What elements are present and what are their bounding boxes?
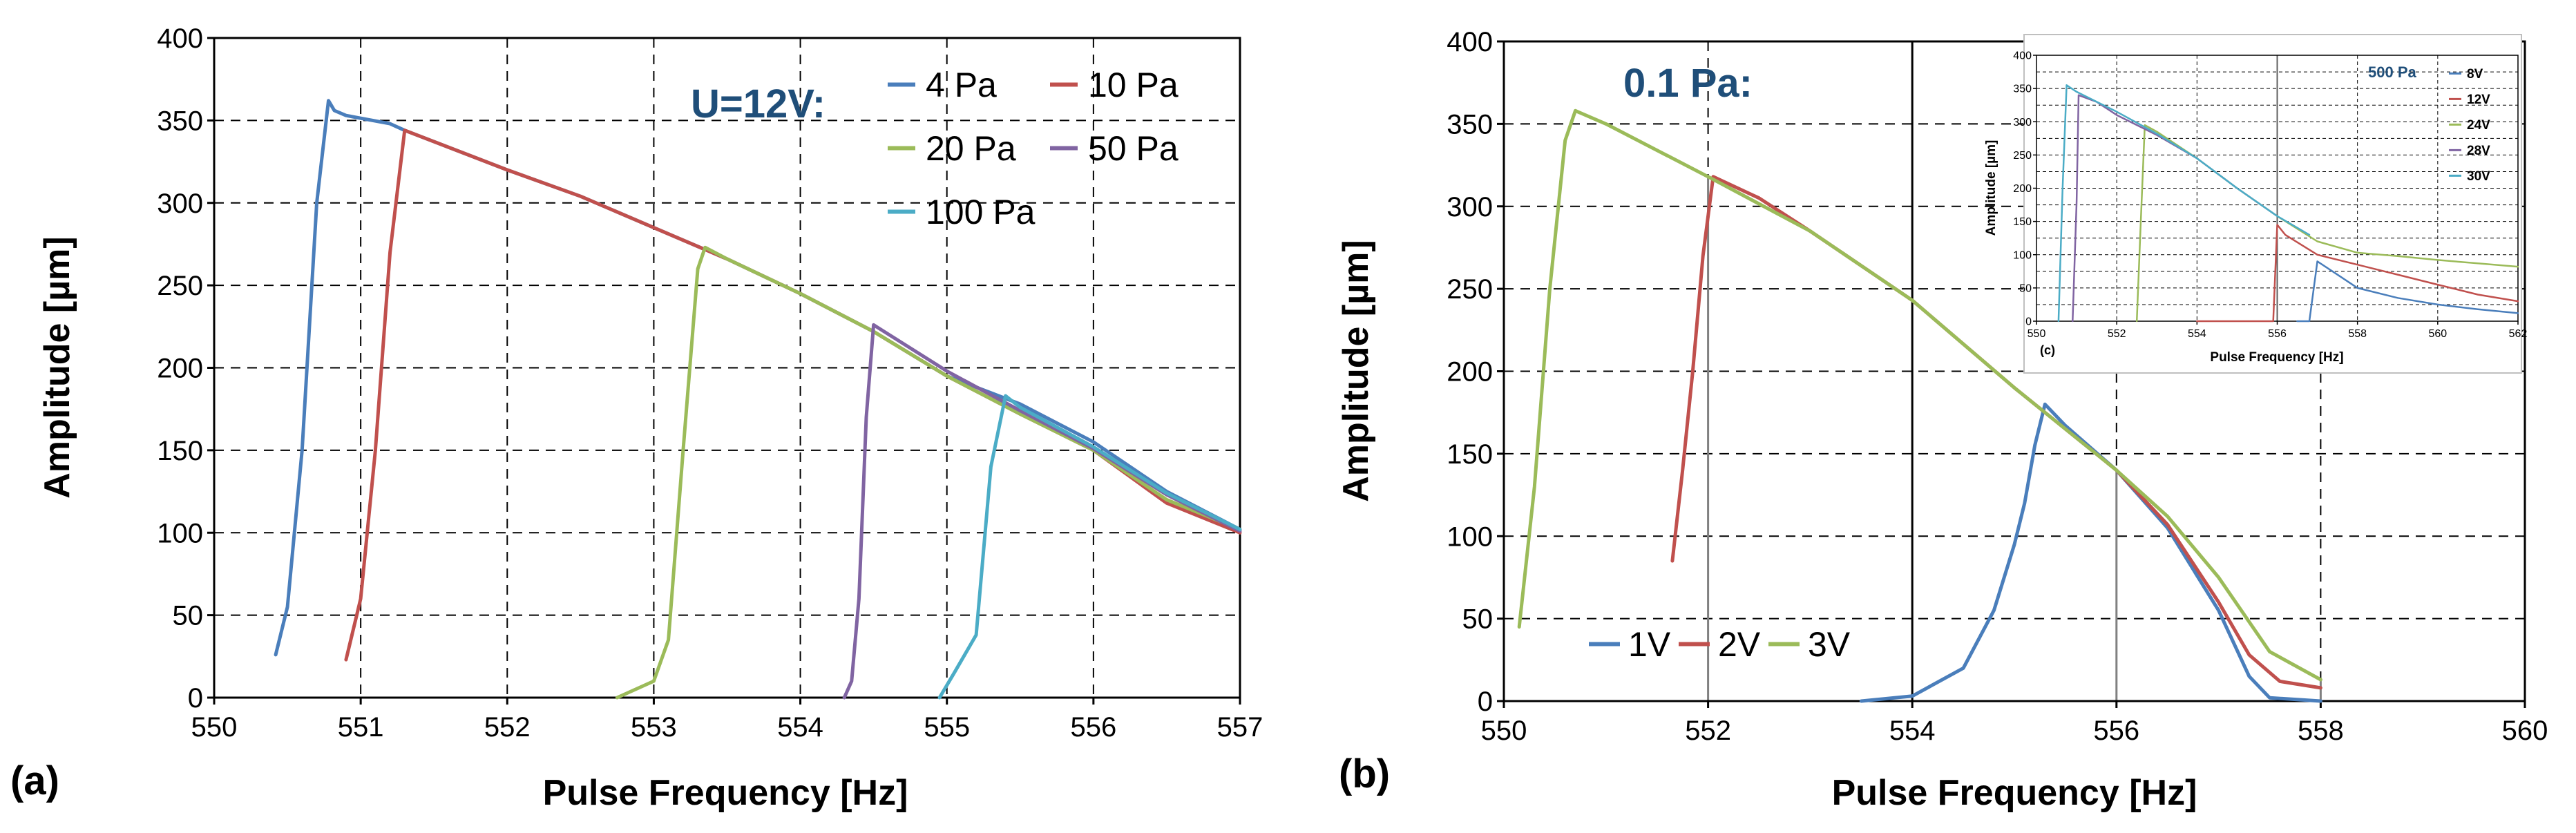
y-tick-label: 0 [2025, 316, 2032, 328]
y-tick-label: 250 [157, 271, 203, 301]
y-axis-label: Amplitude [µm] [1336, 240, 1376, 502]
chart-c-inset: 0 50 100 150 200 250 300 350 400 550 552 554 556 558 5… [1984, 34, 2528, 374]
x-tick-label: 554 [777, 712, 823, 743]
x-tick-label: 552 [484, 712, 531, 743]
legend-label: 50 Pa [1088, 129, 1179, 168]
inset-frame [2023, 34, 2522, 374]
chart-a: 0 50 100 150 200 250 300 350 400 550 551 552 553 554 5… [10, 23, 1263, 813]
y-tick-label: 150 [1447, 439, 1493, 470]
y-tick-label: 0 [1478, 687, 1493, 717]
y-axis-label: Amplitude [µm] [37, 236, 77, 499]
x-tick-label: 554 [2188, 328, 2206, 340]
y-tick-label: 350 [1447, 109, 1493, 140]
x-tick-label: 562 [2509, 328, 2528, 340]
series-line-8v [2296, 260, 2519, 323]
legend-label: 10 Pa [1088, 66, 1179, 104]
legend-label: 100 Pa [926, 193, 1036, 231]
x-tick-label: 558 [2348, 328, 2367, 340]
legend-label: 20 Pa [926, 129, 1016, 168]
series-line-1v [1859, 402, 2322, 703]
y-tick-label: 50 [173, 601, 204, 631]
plot-area [213, 37, 1241, 699]
chart-annotation: 0.1 Pa: [1623, 61, 1753, 106]
series-line-20-pa [615, 245, 1242, 700]
legend-label: 3V [1808, 625, 1851, 664]
panel-label: (b) [1339, 751, 1390, 796]
series-line-10-pa [344, 128, 1242, 662]
y-tick-label: 150 [157, 436, 203, 466]
legend-label: 1V [1628, 625, 1671, 664]
x-tick-label: 560 [2502, 716, 2548, 746]
y-tick-label: 100 [1447, 521, 1493, 552]
x-tick-label: 556 [1070, 712, 1116, 743]
legend-label: 12V [2467, 93, 2490, 107]
y-tick-label: 50 [2019, 283, 2032, 294]
y-tick-label: 150 [2013, 216, 2032, 228]
legend-label: 28V [2467, 144, 2490, 158]
y-tick-label: 100 [2013, 249, 2032, 261]
y-tick-label: 200 [2013, 183, 2032, 195]
y-tick-label: 300 [157, 189, 203, 219]
x-tick-label: 553 [631, 712, 677, 743]
x-tick-label: 554 [1889, 716, 1936, 746]
y-tick-label: 0 [188, 683, 203, 714]
legend-label: 4 Pa [926, 66, 997, 104]
x-tick-label: 555 [924, 712, 970, 743]
x-tick-label: 551 [338, 712, 384, 743]
y-axis-label: Amplitude [µm] [1984, 140, 1998, 236]
x-tick-label: 556 [2093, 716, 2139, 746]
x-tick-label: 550 [2028, 328, 2046, 340]
y-tick-label: 200 [157, 354, 203, 384]
x-tick-label: 550 [191, 712, 238, 743]
legend-label: 8V [2467, 67, 2483, 82]
legend-label: 30V [2467, 169, 2490, 184]
series-line-50-pa [842, 323, 1242, 700]
series-line-100-pa [937, 394, 1242, 700]
x-axis-label: Pulse Frequency [Hz] [543, 773, 908, 813]
y-tick-label: 50 [1462, 604, 1494, 635]
series-line-4-pa [274, 99, 1242, 657]
y-tick-label: 400 [1447, 27, 1493, 57]
x-tick-label: 556 [2268, 328, 2287, 340]
y-tick-label: 200 [1447, 357, 1493, 387]
plot-area [1502, 40, 2526, 702]
legend-label: 24V [2467, 118, 2490, 133]
x-tick-label: 557 [1217, 712, 1263, 743]
x-tick-label: 560 [2428, 328, 2447, 340]
legend-label: 2V [1718, 625, 1761, 664]
series-line-12v [2196, 224, 2519, 323]
x-axis-label: Pulse Frequency [Hz] [2210, 350, 2343, 365]
chart-b: 0 50 100 150 200 250 300 350 400 550 552 554 556 558 5… [1336, 27, 2548, 813]
x-tick-label: 552 [1685, 716, 1731, 746]
x-tick-label: 550 [1481, 716, 1527, 746]
y-tick-label: 250 [2013, 150, 2032, 162]
y-tick-label: 400 [157, 23, 203, 54]
y-tick-label: 350 [157, 106, 203, 136]
panel-label: (a) [10, 758, 59, 803]
y-tick-label: 350 [2013, 84, 2032, 95]
y-tick-label: 100 [157, 518, 203, 548]
series-line-3v [1517, 108, 2322, 682]
y-tick-label: 300 [2013, 117, 2032, 128]
chart-annotation: U=12V: [691, 82, 826, 126]
panel-label: (c) [2040, 343, 2055, 357]
chart-annotation: 500 Pa [2368, 64, 2416, 81]
series-line-30v [2057, 84, 2311, 323]
x-axis-label: Pulse Frequency [Hz] [1832, 773, 2197, 813]
y-tick-label: 400 [2013, 50, 2032, 62]
x-tick-label: 558 [2298, 716, 2344, 746]
y-tick-label: 250 [1447, 274, 1493, 305]
x-tick-label: 552 [2108, 328, 2126, 340]
y-tick-label: 300 [1447, 192, 1493, 222]
plot-area [2036, 55, 2519, 322]
